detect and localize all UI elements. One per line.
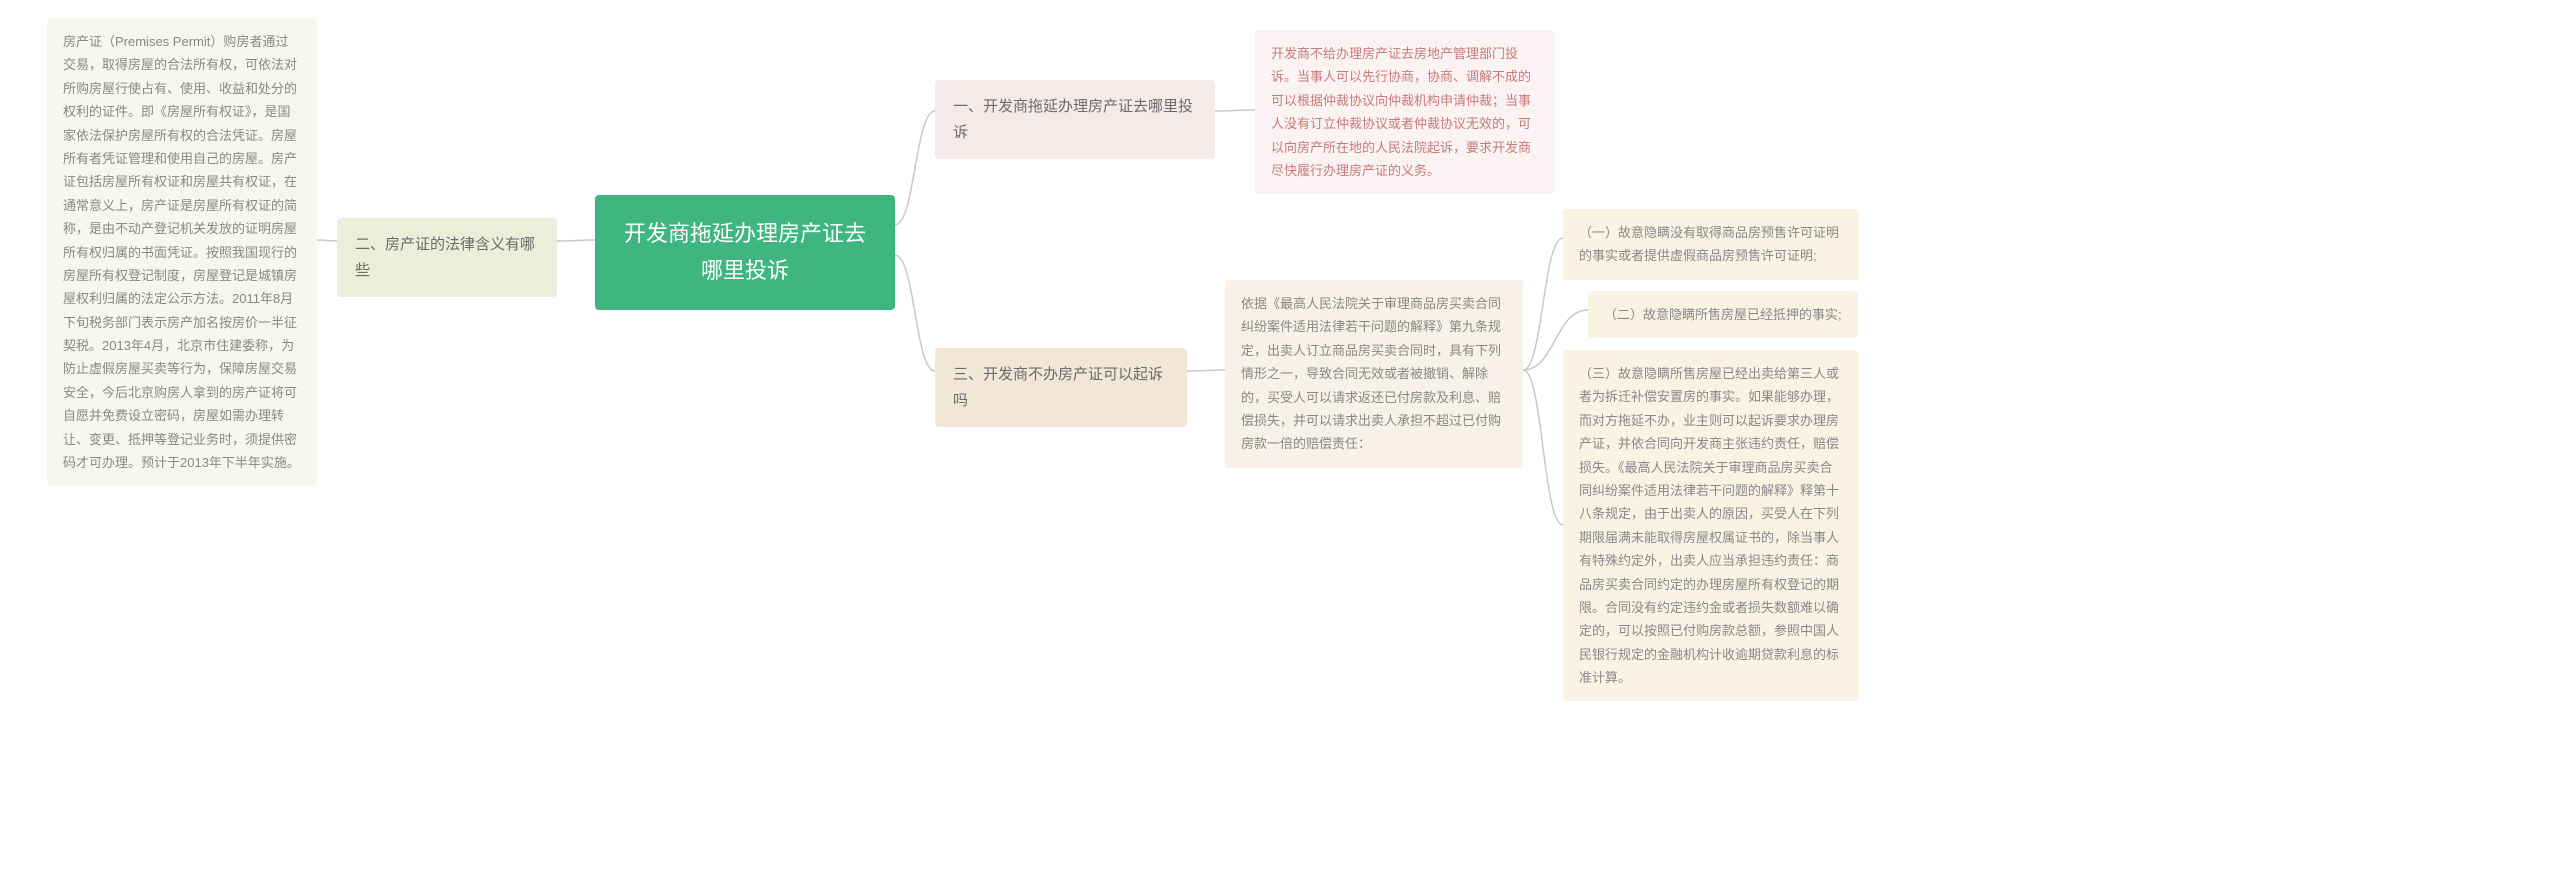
right2-sub-leaf-2: （三）故意隐瞒所售房屋已经出卖给第三人或者为拆迁补偿安置房的事实。如果能够办理，… — [1563, 350, 1859, 701]
right2-sub-leaf-1: （二）故意隐瞒所售房屋已经抵押的事实; — [1588, 291, 1858, 338]
right1-topic-node[interactable]: 一、开发商拖延办理房产证去哪里投诉 — [935, 80, 1215, 159]
right2-inner-leaf-node: 依据《最高人民法院关于审理商品房买卖合同纠纷案件适用法律若干问题的解释》第九条规… — [1225, 280, 1523, 468]
root-node[interactable]: 开发商拖延办理房产证去 哪里投诉 — [595, 195, 895, 310]
right2-sub-leaf-0: （一）故意隐瞒没有取得商品房预售许可证明的事实或者提供虚假商品房预售许可证明; — [1563, 209, 1859, 280]
left-topic-node[interactable]: 二、房产证的法律含义有哪些 — [337, 218, 557, 297]
right2-topic-node[interactable]: 三、开发商不办房产证可以起诉吗 — [935, 348, 1187, 427]
left-leaf-node: 房产证（Premises Permit）购房者通过交易，取得房屋的合法所有权，可… — [47, 18, 317, 486]
right1-leaf-node: 开发商不给办理房产证去房地产管理部门投诉。当事人可以先行协商，协商、调解不成的可… — [1255, 30, 1555, 194]
